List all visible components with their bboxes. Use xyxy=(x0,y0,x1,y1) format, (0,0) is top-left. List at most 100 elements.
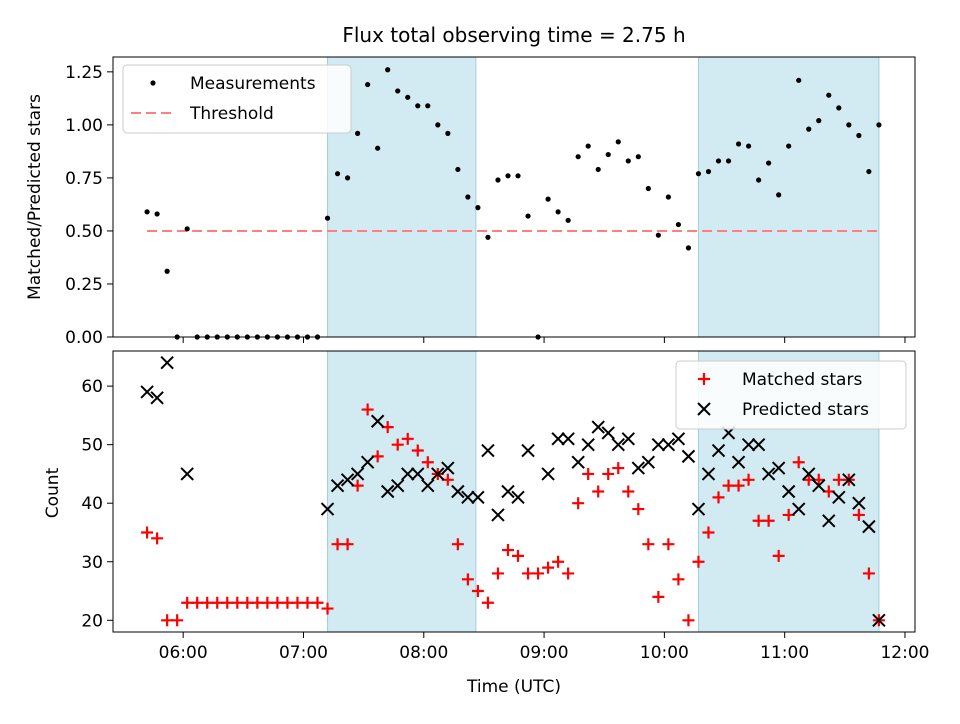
matched-stars-points xyxy=(141,403,885,627)
legend-measurements-label: Measurements xyxy=(190,74,316,94)
legend-matched-label: Matched stars xyxy=(742,370,862,390)
x-tick-label: 11:00 xyxy=(760,643,809,663)
predicted-star-point xyxy=(491,508,505,522)
matched-star-point xyxy=(451,538,464,551)
predicted-star-point xyxy=(591,420,605,434)
predicted-star-point xyxy=(451,484,465,499)
predicted-star-point xyxy=(872,613,886,627)
predicted-star-point xyxy=(511,490,525,505)
measurement-point xyxy=(355,130,361,136)
matched-star-point xyxy=(411,444,424,457)
matched-star-point xyxy=(642,538,655,551)
matched-star-point xyxy=(562,567,575,580)
matched-star-point xyxy=(832,473,845,486)
measurement-point xyxy=(695,171,702,177)
predicted-star-point xyxy=(561,432,575,446)
legend-predicted-marker xyxy=(697,402,711,416)
predicted-star-point xyxy=(842,473,856,487)
measurement-point xyxy=(485,234,491,240)
measurement-point xyxy=(756,177,762,183)
matched-star-point xyxy=(582,467,595,480)
top-y-tick-label: 0.75 xyxy=(65,169,103,189)
matched-star-point xyxy=(241,596,254,609)
predicted-star-point xyxy=(812,478,826,493)
matched-star-point xyxy=(151,532,164,545)
matched-star-point xyxy=(742,473,755,486)
top-legend: Measurements Threshold xyxy=(122,64,352,134)
matched-star-point xyxy=(391,438,404,451)
measurement-point xyxy=(575,154,581,160)
measurement-point xyxy=(665,194,671,200)
measurement-point xyxy=(816,118,822,124)
matched-star-point xyxy=(141,526,154,539)
top-y-tick-label: 0.50 xyxy=(65,222,103,242)
predicted-star-point xyxy=(380,484,395,499)
predicted-star-point xyxy=(761,467,776,481)
measurement-point xyxy=(675,221,682,228)
predicted-star-point xyxy=(330,478,345,493)
bot-shaded-region xyxy=(327,350,477,633)
legend-matched-marker xyxy=(698,373,710,385)
measurement-point xyxy=(585,143,591,149)
top-legend-box xyxy=(122,64,352,134)
measurement-point xyxy=(465,194,471,200)
predicted-star-point xyxy=(140,385,154,399)
predicted-star-point xyxy=(370,414,385,428)
measurement-point xyxy=(595,166,601,173)
predicted-star-point xyxy=(681,449,696,464)
measurement-point xyxy=(725,158,732,164)
measurement-point xyxy=(375,145,381,151)
bot-y-tick-label: 60 xyxy=(81,377,103,397)
measurement-point xyxy=(866,168,872,175)
measurement-point xyxy=(545,196,551,202)
top-shaded-regions xyxy=(327,56,880,338)
predicted-star-point xyxy=(621,432,635,446)
predicted-star-point xyxy=(781,484,796,499)
predicted-star-point xyxy=(180,467,194,481)
measurement-point xyxy=(565,217,571,223)
predicted-star-point xyxy=(391,478,405,493)
matched-star-point xyxy=(251,596,264,609)
top-y-tick-label: 0.00 xyxy=(65,328,103,348)
measurement-point xyxy=(184,226,190,232)
measurement-point xyxy=(645,185,651,192)
predicted-star-point xyxy=(150,391,164,405)
predicted-star-point xyxy=(521,443,535,458)
matched-star-point xyxy=(682,614,695,627)
measurement-point xyxy=(405,94,411,100)
x-tick-label: 08:00 xyxy=(399,643,448,663)
measurement-point xyxy=(735,141,742,147)
measurement-point xyxy=(806,126,812,132)
legend-predicted-label: Predicted stars xyxy=(742,400,869,420)
legend-measurement-marker xyxy=(150,80,156,86)
measurement-point xyxy=(555,209,561,215)
measurement-point xyxy=(475,205,481,211)
predicted-star-point xyxy=(320,502,335,516)
measurement-point xyxy=(455,166,461,173)
predicted-star-point xyxy=(601,426,615,440)
matched-star-point xyxy=(331,538,344,551)
measurement-point xyxy=(324,215,331,221)
top-y-axis-label: Matched/Predicted stars xyxy=(25,94,45,300)
predicted-star-point xyxy=(792,502,806,516)
bot-y-tick-label: 50 xyxy=(81,436,103,456)
matched-star-point xyxy=(762,514,775,527)
x-tick-label: 12:00 xyxy=(880,643,929,663)
matched-star-point xyxy=(491,567,504,580)
matched-star-point xyxy=(161,614,174,627)
matched-star-point xyxy=(421,456,434,469)
predicted-star-point xyxy=(481,443,495,458)
top-panel: 0.00 0.25 0.50 0.75 1.00 1.25 Matched/Predict… xyxy=(25,56,916,348)
measurement-point xyxy=(144,209,150,215)
predicted-star-point xyxy=(661,437,676,452)
top-y-tick-label: 0.25 xyxy=(65,275,103,295)
matched-star-point xyxy=(171,614,184,627)
measurement-point xyxy=(164,268,170,274)
bot-y-tick-label: 30 xyxy=(81,553,103,573)
x-tick-label: 10:00 xyxy=(640,643,689,663)
matched-star-point xyxy=(291,596,304,609)
matched-star-point xyxy=(862,567,875,580)
matched-star-point xyxy=(752,514,765,527)
predicted-star-point xyxy=(611,437,625,452)
